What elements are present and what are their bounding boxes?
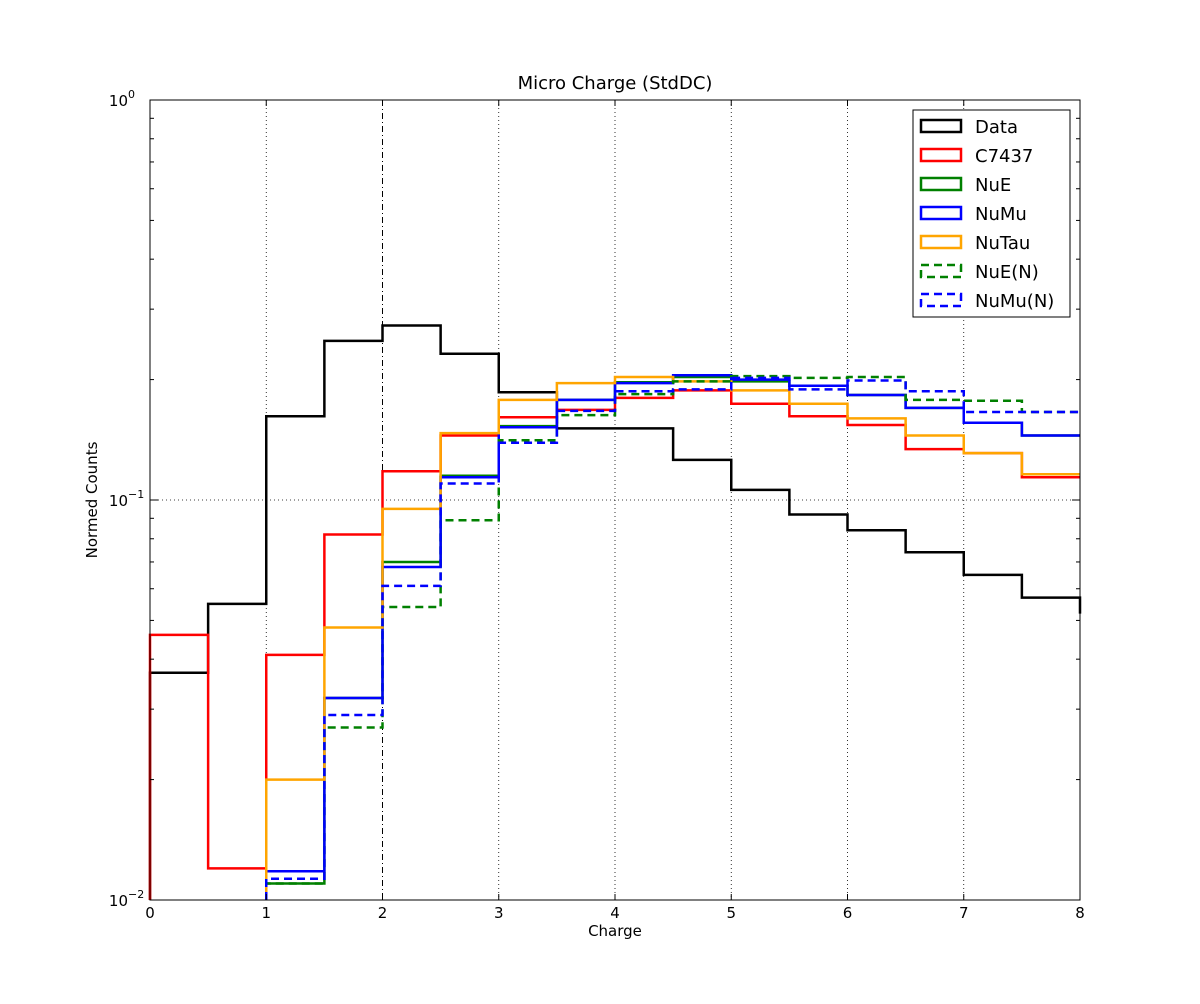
x-tick-label: 5 — [726, 904, 736, 922]
x-tick-label: 3 — [494, 904, 504, 922]
x-tick-label: 4 — [610, 904, 620, 922]
legend-label: Data — [975, 117, 1018, 138]
legend-label: NuMu(N) — [975, 291, 1054, 312]
x-tick-label: 8 — [1075, 904, 1085, 922]
x-tick-label: 6 — [843, 904, 853, 922]
x-tick-label: 1 — [261, 904, 271, 922]
y-axis-label: Normed Counts — [83, 441, 101, 558]
y-tick-exponent: 0 — [128, 88, 135, 101]
legend-swatch — [919, 118, 963, 134]
x-tick-label: 0 — [145, 904, 155, 922]
series-nutau-line — [265, 375, 1080, 900]
legend-swatch — [919, 176, 963, 192]
plot-frame — [149, 99, 1081, 901]
series-numu-n--line — [265, 376, 1080, 900]
legend-swatch — [919, 292, 963, 308]
x-tick-label: 2 — [378, 904, 388, 922]
legend-label: NuTau — [975, 233, 1030, 254]
y-tick-label: 10 — [109, 492, 128, 510]
legend-swatch — [919, 263, 963, 279]
series-data-line — [148, 324, 1082, 900]
legend-label: NuE(N) — [975, 262, 1039, 283]
legend-label: NuE — [975, 175, 1011, 196]
legend-label: C7437 — [975, 146, 1033, 167]
legend-label: NuMu — [975, 204, 1027, 225]
legend-swatch — [919, 147, 963, 163]
y-tick-label: 10 — [109, 92, 128, 110]
y-tick-exponent: −2 — [128, 888, 144, 901]
legend: Data C7437 NuE NuMu NuTau NuE(N) NuMu(N) — [912, 109, 1071, 318]
y-tick-label: 10 — [109, 892, 128, 910]
x-tick-label: 7 — [959, 904, 969, 922]
legend-swatch — [919, 205, 963, 221]
chart-title: Micro Charge (StdDC) — [518, 73, 713, 94]
y-tick-exponent: −1 — [128, 488, 144, 501]
x-axis-label: Charge — [588, 922, 642, 940]
legend-box — [912, 109, 1071, 318]
legend-swatch — [919, 234, 963, 250]
series-c7437-line — [148, 389, 1080, 900]
series-layer — [148, 324, 1082, 900]
